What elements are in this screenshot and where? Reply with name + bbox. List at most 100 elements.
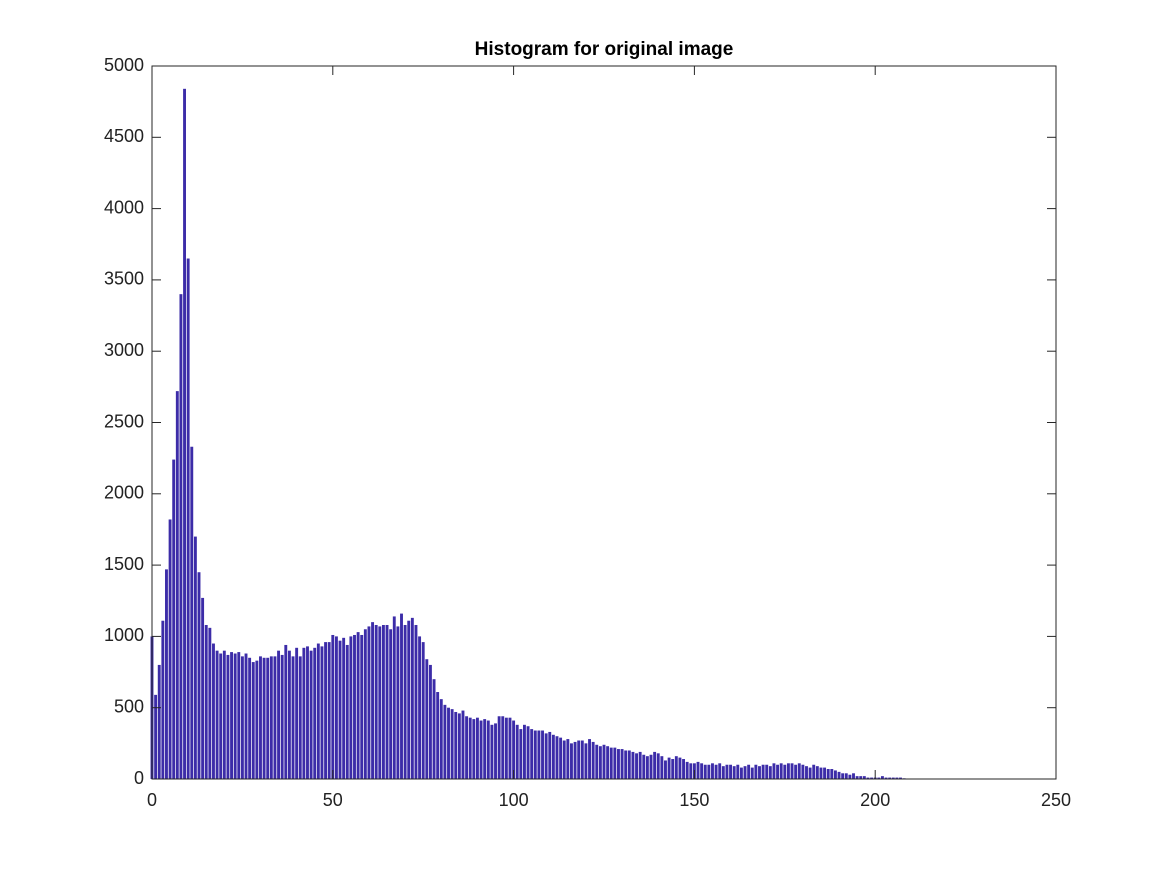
bar	[776, 764, 780, 779]
bar	[175, 391, 179, 779]
bar	[541, 730, 544, 779]
y-tick-label: 500	[114, 696, 144, 716]
bar	[548, 731, 552, 779]
bar	[490, 724, 494, 779]
bar	[844, 773, 848, 779]
bar	[183, 88, 186, 780]
bar	[711, 763, 714, 779]
bar	[515, 724, 519, 779]
bar	[609, 747, 613, 779]
bar	[598, 746, 602, 779]
bar	[750, 767, 754, 779]
bar	[450, 709, 454, 779]
bar	[497, 716, 501, 779]
x-tick-label: 50	[323, 790, 343, 810]
bar	[703, 764, 707, 779]
bar	[309, 650, 313, 779]
y-tick-label: 1500	[104, 554, 144, 574]
bar	[363, 629, 367, 779]
y-tick-label: 3500	[104, 269, 144, 289]
bar	[667, 757, 671, 779]
bar	[172, 459, 176, 779]
bar	[758, 766, 761, 779]
bar	[486, 720, 490, 779]
chart-title: Histogram for original image	[475, 39, 734, 60]
bar	[284, 644, 288, 779]
bar	[736, 764, 740, 779]
bar	[324, 642, 328, 779]
bar	[808, 767, 812, 779]
bar	[523, 724, 526, 779]
bar	[859, 776, 863, 779]
bar	[823, 767, 827, 779]
bar	[899, 777, 902, 779]
y-tick-label: 0	[134, 768, 144, 788]
bar	[504, 717, 508, 779]
bar	[754, 764, 758, 779]
bar	[186, 258, 190, 779]
bar	[428, 664, 432, 779]
bar	[316, 643, 320, 779]
bar	[479, 720, 483, 779]
bar	[342, 637, 346, 779]
bar	[201, 597, 205, 779]
bar	[877, 777, 881, 779]
bar	[765, 764, 769, 779]
x-tick-label: 250	[1041, 790, 1071, 810]
bar	[512, 720, 516, 779]
bar	[700, 763, 704, 779]
bar	[747, 764, 751, 779]
bar	[226, 654, 230, 779]
bar	[801, 764, 805, 779]
bar	[721, 766, 725, 779]
bar	[356, 632, 360, 779]
bar	[696, 761, 700, 779]
bar	[620, 749, 624, 779]
bar	[291, 656, 295, 779]
x-tick-label: 150	[679, 790, 709, 810]
bar	[739, 767, 743, 779]
bar	[624, 750, 628, 779]
bar	[855, 776, 859, 779]
bar	[725, 764, 729, 779]
bar	[255, 660, 259, 779]
bar	[233, 653, 237, 779]
bar	[436, 692, 440, 779]
bar	[193, 536, 197, 779]
bar	[298, 656, 302, 779]
bar	[794, 764, 798, 779]
bar	[852, 773, 855, 779]
bar	[580, 740, 584, 779]
bar	[501, 716, 505, 779]
bar	[262, 657, 266, 779]
bar	[313, 647, 317, 779]
bar	[837, 771, 841, 779]
bar	[461, 710, 465, 779]
bar	[407, 620, 411, 779]
bar	[381, 624, 385, 779]
bar	[447, 707, 450, 779]
bar	[761, 764, 765, 779]
bar	[215, 650, 219, 779]
bar	[519, 729, 523, 779]
bar	[653, 751, 657, 779]
bar	[544, 733, 548, 779]
bar	[685, 761, 689, 779]
bar	[400, 613, 403, 779]
bar	[320, 646, 324, 779]
bar	[439, 699, 443, 779]
bar	[649, 754, 653, 779]
y-tick-label: 1000	[104, 625, 144, 645]
y-tick-label: 5000	[104, 55, 144, 75]
bar	[674, 756, 678, 779]
bar	[779, 763, 783, 779]
bar	[385, 624, 389, 779]
bar	[396, 626, 400, 779]
y-tick-label: 4500	[104, 126, 144, 146]
bar	[331, 634, 335, 779]
bar	[790, 763, 794, 779]
bar	[891, 777, 895, 779]
bar	[577, 740, 581, 779]
bar	[165, 569, 168, 779]
bar	[707, 764, 711, 779]
